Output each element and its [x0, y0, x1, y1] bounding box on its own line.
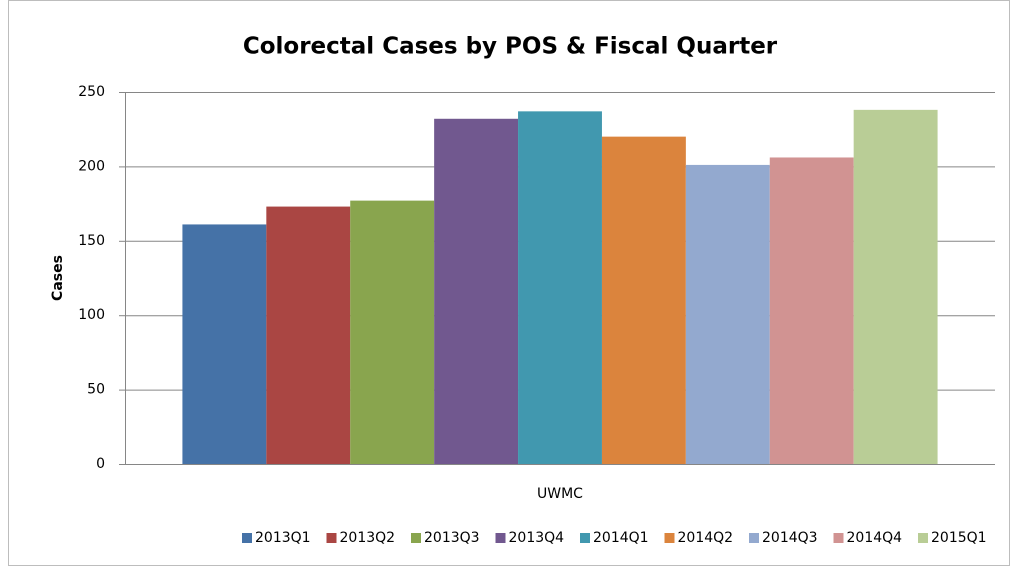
y-tick-label: 200 — [78, 158, 105, 174]
y-tick-label: 50 — [87, 382, 105, 398]
bar — [518, 111, 602, 465]
y-axis-label: Cases — [50, 255, 66, 301]
y-tick-label: 100 — [78, 307, 105, 323]
legend-swatch — [664, 533, 675, 543]
legend-swatch — [495, 533, 506, 543]
bar — [350, 200, 435, 464]
legend-label: 2015Q1 — [931, 530, 987, 546]
legend-label: 2014Q3 — [762, 530, 818, 546]
y-tick-label: 150 — [78, 233, 105, 249]
bar — [769, 157, 854, 465]
legend-label: 2014Q1 — [593, 530, 649, 546]
legend-swatch — [326, 533, 337, 543]
bar — [685, 164, 770, 465]
bar — [601, 136, 686, 464]
bar — [853, 109, 938, 464]
legend-label: 2014Q4 — [847, 530, 903, 546]
legend-swatch — [918, 533, 928, 543]
y-tick-label: 0 — [96, 456, 105, 472]
legend-swatch — [242, 533, 252, 543]
bar — [266, 206, 351, 465]
legend-label: 2013Q2 — [340, 530, 396, 546]
legend-swatch — [580, 533, 590, 543]
bar — [182, 224, 267, 464]
x-tick-label: UWMC — [537, 486, 583, 502]
legend-swatch — [833, 533, 844, 543]
legend-swatch — [411, 533, 421, 543]
bar — [434, 118, 519, 464]
legend-swatch — [749, 533, 759, 543]
legend-label: 2013Q4 — [509, 530, 565, 546]
chart-title: Colorectal Cases by POS & Fiscal Quarter — [243, 34, 778, 60]
legend-label: 2013Q1 — [255, 530, 311, 546]
legend-label: 2013Q3 — [424, 530, 480, 546]
y-tick-label: 250 — [78, 84, 105, 100]
legend-label: 2014Q2 — [678, 530, 734, 546]
